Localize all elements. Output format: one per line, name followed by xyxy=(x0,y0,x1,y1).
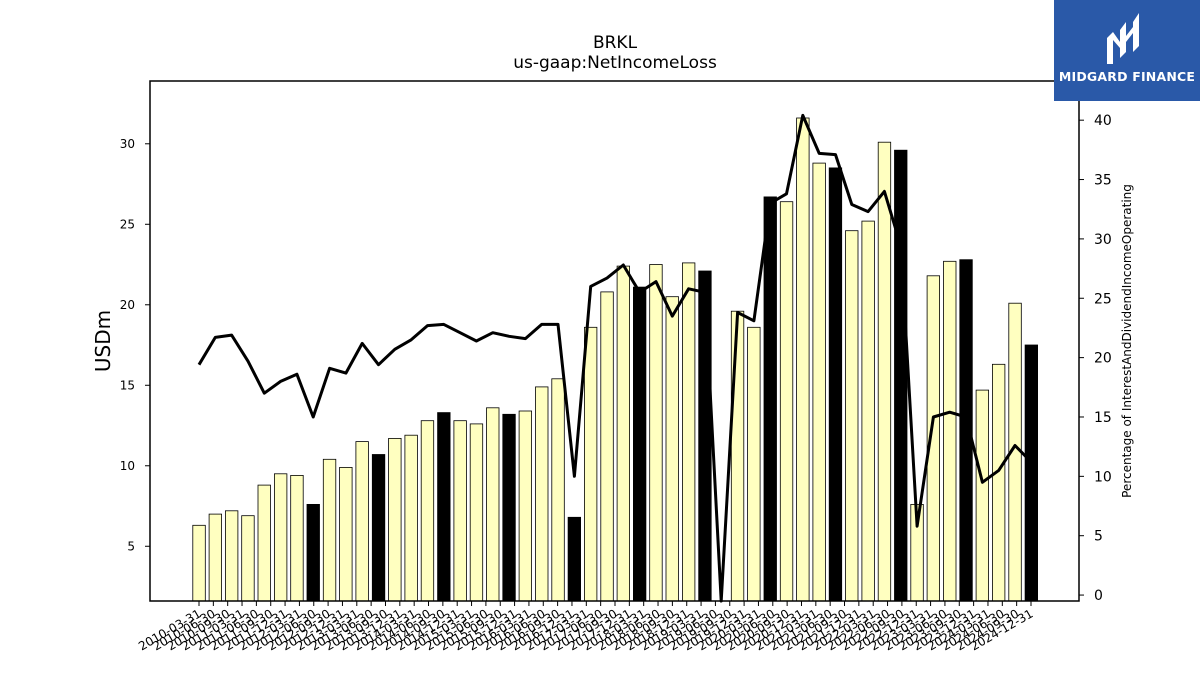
bar xyxy=(322,458,337,602)
bar xyxy=(224,510,239,602)
bar xyxy=(747,326,761,602)
y-axis-label: USDm xyxy=(91,310,115,372)
y2-tick-label: 25 xyxy=(1094,291,1112,307)
y2-tick-label: 10 xyxy=(1094,469,1112,485)
x-axis: 2010-03-312010-06-302010-09-302011-03-31… xyxy=(136,601,1036,653)
y2-tick-label: 20 xyxy=(1094,351,1112,367)
y-tick-label: 10 xyxy=(120,459,135,473)
bar xyxy=(355,441,369,602)
y-axis-right: 0 5 10 15 20 25 30 35 40 xyxy=(1079,113,1112,604)
bar xyxy=(633,286,647,602)
bar xyxy=(861,220,875,602)
chart-subtitle: us-gaap:NetIncomeLoss xyxy=(513,53,717,73)
bar xyxy=(730,310,745,602)
brand-logo: MIDGARD FINANCE xyxy=(1054,0,1200,101)
bar xyxy=(339,466,353,602)
bar xyxy=(502,413,516,602)
bar xyxy=(992,363,1006,602)
bar xyxy=(1024,344,1038,602)
y2-axis-label: Percentage of InterestAndDividendIncomeO… xyxy=(1120,184,1134,498)
bar xyxy=(600,291,614,602)
bar xyxy=(469,423,484,602)
bar xyxy=(420,420,435,602)
bar xyxy=(567,516,581,602)
y-tick-label: 30 xyxy=(120,137,135,151)
line-group xyxy=(197,113,1033,603)
bar xyxy=(257,484,271,602)
chart-title: BRKL xyxy=(593,33,638,53)
bar xyxy=(388,437,402,602)
bar xyxy=(306,503,320,602)
bar xyxy=(616,265,630,602)
bars-group xyxy=(192,117,1038,602)
bar xyxy=(943,260,957,602)
bar xyxy=(828,167,843,602)
bar xyxy=(241,515,255,602)
bar xyxy=(453,420,467,602)
bar xyxy=(584,326,598,602)
bar xyxy=(535,386,549,602)
bar xyxy=(208,513,223,602)
bar xyxy=(437,412,451,602)
bar xyxy=(975,389,989,602)
bar xyxy=(845,230,859,602)
y2-tick-label: 0 xyxy=(1094,588,1103,604)
bar xyxy=(894,149,908,602)
bar xyxy=(812,162,826,602)
y-tick-label: 25 xyxy=(120,217,135,231)
bar xyxy=(796,117,810,602)
y2-tick-label: 40 xyxy=(1094,113,1112,129)
bar xyxy=(404,434,418,602)
y-tick-label: 15 xyxy=(120,378,135,392)
y2-tick-label: 35 xyxy=(1094,173,1112,189)
bar xyxy=(665,296,679,602)
y2-tick-label: 5 xyxy=(1094,529,1103,545)
bar xyxy=(779,201,794,602)
bar xyxy=(273,473,288,602)
midgard-logo-icon xyxy=(1107,13,1139,64)
y2-tick-label: 15 xyxy=(1094,410,1112,426)
bar xyxy=(551,378,565,602)
bar xyxy=(763,196,777,602)
logo-text: MIDGARD FINANCE xyxy=(1058,69,1196,84)
bar xyxy=(371,454,386,602)
bar xyxy=(649,264,663,602)
y-tick-label: 5 xyxy=(127,539,135,553)
bar xyxy=(290,474,304,602)
y-tick-label: 20 xyxy=(120,298,135,312)
y-axis-left: 5 10 15 20 25 30 xyxy=(120,137,150,553)
bar xyxy=(486,407,500,602)
bar xyxy=(518,410,532,602)
y2-tick-label: 30 xyxy=(1094,232,1112,248)
series-line xyxy=(197,113,1033,603)
bar xyxy=(192,524,206,602)
bar xyxy=(682,262,696,602)
